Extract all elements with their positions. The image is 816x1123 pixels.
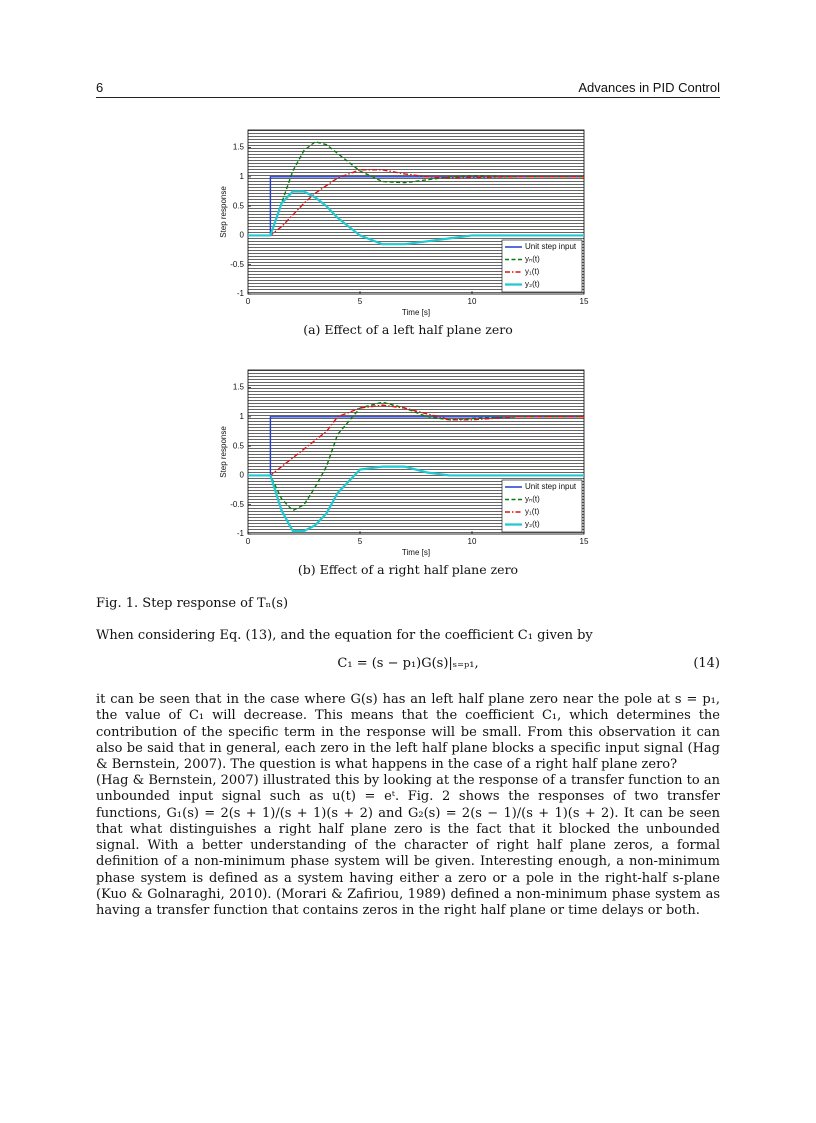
series-line (248, 404, 584, 477)
y-tick-label: -0.5 (230, 260, 244, 269)
legend-label: yₙ(t) (525, 255, 540, 264)
y-axis-label: Step response (219, 426, 228, 478)
chart: -1 -0.5 0 0.5 1 1.5 0 5 10 15 Time [s] Step respons… (219, 369, 589, 557)
legend-label: Unit step input (525, 482, 577, 491)
y-axis-label: Step response (219, 186, 228, 238)
x-tick-label: 5 (358, 537, 363, 546)
subfigure-caption: (a) Effect of a left half plane zero (303, 322, 513, 337)
y-tick-label: 1 (240, 172, 245, 181)
legend-label: y₂(t) (525, 280, 540, 289)
equation-body: C₁ = (s − p₁)G(s)|ₛ₌ₚ₁, (337, 656, 479, 671)
legend-label: Unit step input (525, 242, 577, 251)
series-line (248, 465, 584, 533)
figure-caption: Fig. 1. Step response of Tₙ(s) (96, 596, 289, 611)
y-tick-label: 1 (240, 412, 245, 421)
running-title: Advances in PID Control (578, 80, 720, 95)
y-tick-label: -1 (237, 529, 245, 538)
paragraph: it can be seen that in the case where G(… (96, 692, 720, 773)
legend-box (501, 479, 583, 533)
legend-label: y₂(t) (525, 520, 540, 529)
x-tick-label: 5 (358, 297, 363, 306)
series-line (248, 140, 584, 237)
y-tick-label: -0.5 (230, 500, 244, 509)
paragraph: (Hag & Bernstein, 2007) illustrated this… (96, 773, 720, 919)
x-axis-label: Time [s] (402, 308, 430, 317)
y-tick-label: 1.5 (233, 143, 245, 152)
y-tick-label: 0.5 (233, 441, 245, 450)
x-tick-label: 0 (246, 297, 251, 306)
legend-label: yₙ(t) (525, 495, 540, 504)
header-rule (96, 97, 720, 98)
y-tick-label: -1 (237, 289, 245, 298)
subfigure-caption: (b) Effect of a right half plane zero (297, 562, 519, 577)
page-number: 6 (96, 80, 104, 95)
equation-number: (14) (693, 656, 720, 671)
x-tick-label: 15 (580, 297, 589, 306)
chart: -1 -0.5 0 0.5 1 1.5 0 5 10 15 Time [s] Step respons… (219, 129, 589, 317)
series-line (248, 190, 584, 246)
x-tick-label: 0 (246, 537, 251, 546)
y-tick-label: 0 (240, 471, 245, 480)
x-tick-label: 10 (468, 537, 477, 546)
legend-box (501, 239, 583, 293)
legend-label: y₁(t) (525, 267, 540, 276)
x-tick-label: 15 (580, 537, 589, 546)
legend-label: y₁(t) (525, 507, 540, 516)
x-axis-label: Time [s] (402, 548, 430, 557)
series-line (248, 169, 584, 237)
y-tick-label: 0 (240, 231, 245, 240)
y-tick-label: 1.5 (233, 383, 245, 392)
y-tick-label: 0.5 (233, 201, 245, 210)
paragraph: When considering Eq. (13), and the equat… (96, 628, 593, 643)
x-tick-label: 10 (468, 297, 477, 306)
